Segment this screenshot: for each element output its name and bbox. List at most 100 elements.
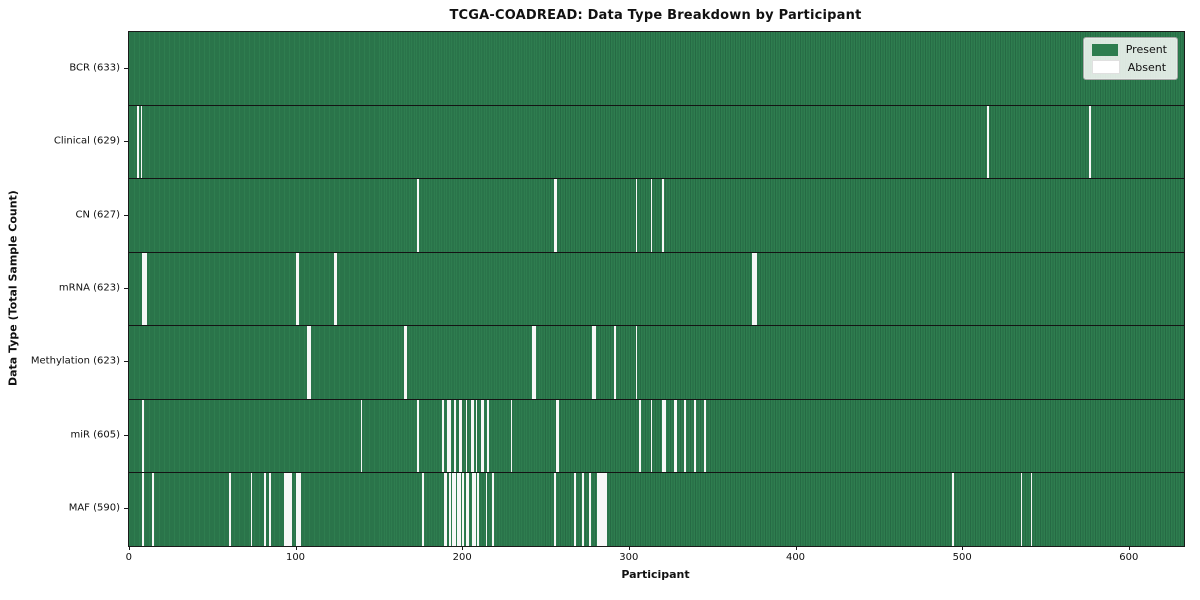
legend-item-present: Present	[1091, 43, 1167, 56]
absent-stripe	[472, 473, 474, 547]
heatmap-row-mrna	[129, 251, 1184, 326]
absent-stripe	[755, 252, 758, 326]
absent-stripe	[360, 399, 363, 473]
absent-stripe	[650, 399, 653, 473]
y-tick-mark	[124, 508, 128, 510]
absent-stripe	[534, 326, 536, 399]
absent-stripe	[137, 105, 139, 179]
absent-stripe	[264, 473, 266, 547]
absent-stripe	[417, 399, 419, 473]
y-tick-label: BCR (633)	[69, 62, 120, 74]
absent-stripe	[1030, 473, 1033, 547]
absent-stripe	[459, 399, 461, 473]
absent-stripe	[675, 399, 678, 473]
absent-stripe	[555, 179, 558, 252]
absent-stripe	[444, 473, 446, 547]
absent-stripe	[462, 473, 464, 547]
absent-stripe	[229, 473, 231, 547]
heatmap-row-methylation	[129, 325, 1184, 399]
absent-stripe	[309, 326, 311, 399]
absent-stripe	[684, 399, 686, 473]
absent-stripe	[295, 252, 298, 326]
heatmap-row-cn	[129, 178, 1184, 252]
absent-stripe	[285, 473, 288, 547]
legend-label-absent: Absent	[1127, 60, 1167, 74]
x-tick-mark	[962, 546, 964, 550]
absent-stripe	[582, 473, 584, 547]
absent-stripe	[597, 473, 599, 547]
absent-stripe	[142, 473, 144, 547]
x-tick-mark	[295, 546, 297, 550]
absent-stripe	[510, 399, 513, 473]
absent-stripe	[554, 179, 556, 252]
absent-stripe	[1020, 473, 1023, 547]
absent-stripe	[952, 473, 954, 547]
x-tick-label: 300	[619, 552, 639, 563]
absent-stripe	[140, 105, 143, 179]
absent-stripe	[557, 399, 559, 473]
x-tick-mark	[128, 546, 130, 550]
x-tick-label: 500	[952, 552, 972, 563]
absent-stripe	[599, 473, 601, 547]
y-tick-mark	[124, 67, 128, 69]
absent-stripe	[492, 473, 494, 547]
absent-stripe	[589, 473, 591, 547]
absent-stripe	[475, 399, 478, 473]
absent-stripe	[465, 473, 468, 547]
absent-stripe	[457, 473, 459, 547]
plot-area: Present Absent	[128, 31, 1185, 547]
absent-stripe	[460, 399, 463, 473]
y-tick-mark	[124, 141, 128, 143]
absent-stripe	[487, 399, 489, 473]
y-tick-label: Methylation (623)	[30, 355, 120, 367]
absent-stripe	[532, 326, 534, 399]
absent-stripe	[152, 473, 154, 547]
absent-stripe	[144, 252, 146, 326]
absent-stripe	[335, 252, 338, 326]
absent-stripe	[290, 473, 293, 547]
heatmap-row-bcr	[129, 32, 1184, 105]
absent-stripe	[404, 326, 406, 399]
absent-stripe	[284, 473, 286, 547]
absent-stripe	[334, 252, 336, 326]
absent-stripe	[449, 473, 451, 547]
x-tick-label: 0	[125, 552, 132, 563]
heatmap-row-mir	[129, 398, 1184, 473]
absent-stripe	[605, 473, 608, 547]
absent-stripe	[472, 399, 474, 473]
absent-stripe	[295, 473, 298, 547]
absent-stripe	[447, 399, 449, 473]
absent-stripe	[405, 326, 408, 399]
absent-stripe	[307, 326, 309, 399]
absent-stripe	[145, 252, 148, 326]
absent-stripe	[674, 399, 676, 473]
absent-stripe	[299, 473, 301, 547]
absent-stripe	[592, 326, 594, 399]
x-tick-label: 400	[785, 552, 806, 563]
absent-stripe	[664, 399, 666, 473]
absent-stripe	[554, 473, 556, 547]
absent-stripe	[987, 105, 989, 179]
absent-stripe	[752, 252, 754, 326]
absent-stripe	[250, 473, 253, 547]
x-tick-mark	[462, 546, 464, 550]
absent-stripe	[594, 326, 596, 399]
legend: Present Absent	[1082, 37, 1178, 80]
present-swatch	[1091, 43, 1118, 56]
absent-stripe	[289, 473, 291, 547]
y-tick-mark	[124, 434, 128, 436]
absent-stripe	[452, 473, 454, 547]
absent-stripe	[465, 399, 468, 473]
y-tick-label: mRNA (623)	[58, 282, 120, 294]
absent-stripe	[474, 473, 476, 547]
x-tick-mark	[628, 546, 630, 550]
x-tick-label: 200	[452, 552, 472, 563]
absent-stripe	[477, 473, 479, 547]
y-tick-label: miR (605)	[70, 429, 120, 441]
absent-stripe	[694, 399, 696, 473]
y-tick-label: CN (627)	[75, 209, 120, 221]
absent-stripe	[467, 473, 469, 547]
y-tick-mark	[124, 288, 128, 289]
y-axis-ticks: BCR (633) Clinical (629) CN (627) mRNA (623…	[0, 31, 128, 545]
x-axis-ticks: 0 100 200 300 400 500 600	[125, 546, 1183, 568]
